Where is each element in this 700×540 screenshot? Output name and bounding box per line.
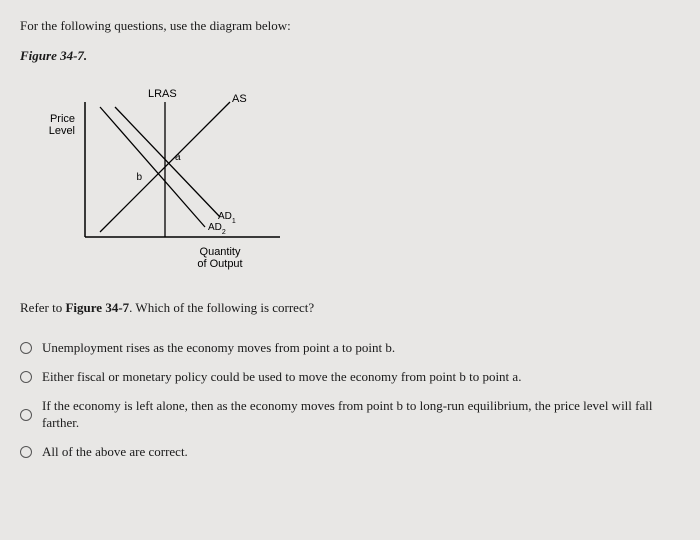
figure-label: Figure 34-7. — [20, 48, 680, 64]
svg-text:of Output: of Output — [197, 258, 242, 270]
option-text: All of the above are correct. — [42, 444, 188, 461]
question-stem-prefix: Refer to — [20, 300, 65, 315]
intro-text: For the following questions, use the dia… — [20, 18, 680, 34]
question-text: Refer to Figure 34-7. Which of the follo… — [20, 300, 680, 316]
svg-text:a: a — [175, 152, 181, 163]
radio-icon[interactable] — [20, 446, 32, 458]
svg-text:LRAS: LRAS — [148, 88, 177, 100]
svg-text:AS: AS — [232, 93, 247, 105]
option-text: If the economy is left alone, then as th… — [42, 398, 680, 432]
option-c[interactable]: If the economy is left alone, then as th… — [20, 392, 680, 438]
diagram: PriceLevelQuantityof OutputLRASASAD1AD2a… — [20, 72, 680, 272]
svg-text:Level: Level — [49, 125, 75, 137]
option-b[interactable]: Either fiscal or monetary policy could b… — [20, 363, 680, 392]
svg-text:Price: Price — [50, 113, 75, 125]
question-page: For the following questions, use the dia… — [0, 0, 700, 484]
svg-text:Quantity: Quantity — [200, 246, 241, 258]
radio-icon[interactable] — [20, 409, 32, 421]
option-a[interactable]: Unemployment rises as the economy moves … — [20, 334, 680, 363]
question-stem-suffix: . Which of the following is correct? — [129, 300, 314, 315]
option-text: Unemployment rises as the economy moves … — [42, 340, 395, 357]
svg-text:AD2: AD2 — [208, 222, 226, 236]
question-figure-ref: Figure 34-7 — [65, 300, 129, 315]
economics-diagram: PriceLevelQuantityof OutputLRASASAD1AD2a… — [20, 72, 320, 272]
svg-text:b: b — [136, 172, 142, 183]
radio-icon[interactable] — [20, 371, 32, 383]
option-text: Either fiscal or monetary policy could b… — [42, 369, 521, 386]
answer-options: Unemployment rises as the economy moves … — [20, 334, 680, 466]
radio-icon[interactable] — [20, 342, 32, 354]
option-d[interactable]: All of the above are correct. — [20, 438, 680, 467]
